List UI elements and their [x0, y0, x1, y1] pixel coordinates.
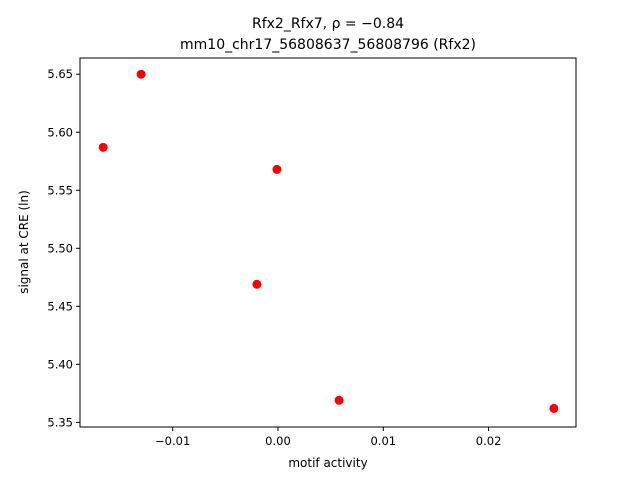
x-tick-label: 0.00 [265, 434, 291, 448]
y-tick-label: 5.40 [47, 357, 73, 371]
y-tick-label: 5.35 [47, 415, 73, 429]
points-layer [98, 69, 559, 413]
y-tick-label: 5.60 [47, 125, 73, 139]
y-tick-label: 5.65 [47, 67, 73, 81]
y-axis-ticks: 5.35 5.40 5.45 5.50 5.55 5.60 5.65 [47, 67, 80, 429]
y-tick-label: 5.55 [47, 183, 73, 197]
data-point-1 [136, 69, 146, 79]
y-tick-label: 5.50 [47, 241, 73, 255]
x-tick-label: −0.01 [155, 434, 190, 448]
data-point-2 [272, 164, 282, 174]
x-tick-label: 0.02 [476, 434, 502, 448]
y-axis-label: signal at CRE (ln) [17, 190, 31, 294]
chart-title-line1: Rfx2_Rfx7, ρ = −0.84 [252, 16, 404, 32]
chart-title-line2: mm10_chr17_56808637_56808796 (Rfx2) [180, 37, 476, 53]
y-tick-label: 5.45 [47, 299, 73, 313]
data-point-0 [98, 142, 108, 152]
x-axis-ticks: −0.01 0.00 0.01 0.02 [155, 427, 501, 448]
plot-frame [79, 57, 577, 428]
x-tick-label: 0.01 [370, 434, 396, 448]
data-point-3 [252, 279, 262, 289]
data-point-4 [334, 395, 344, 405]
x-axis-label: motif activity [288, 456, 367, 470]
data-point-5 [549, 403, 559, 413]
